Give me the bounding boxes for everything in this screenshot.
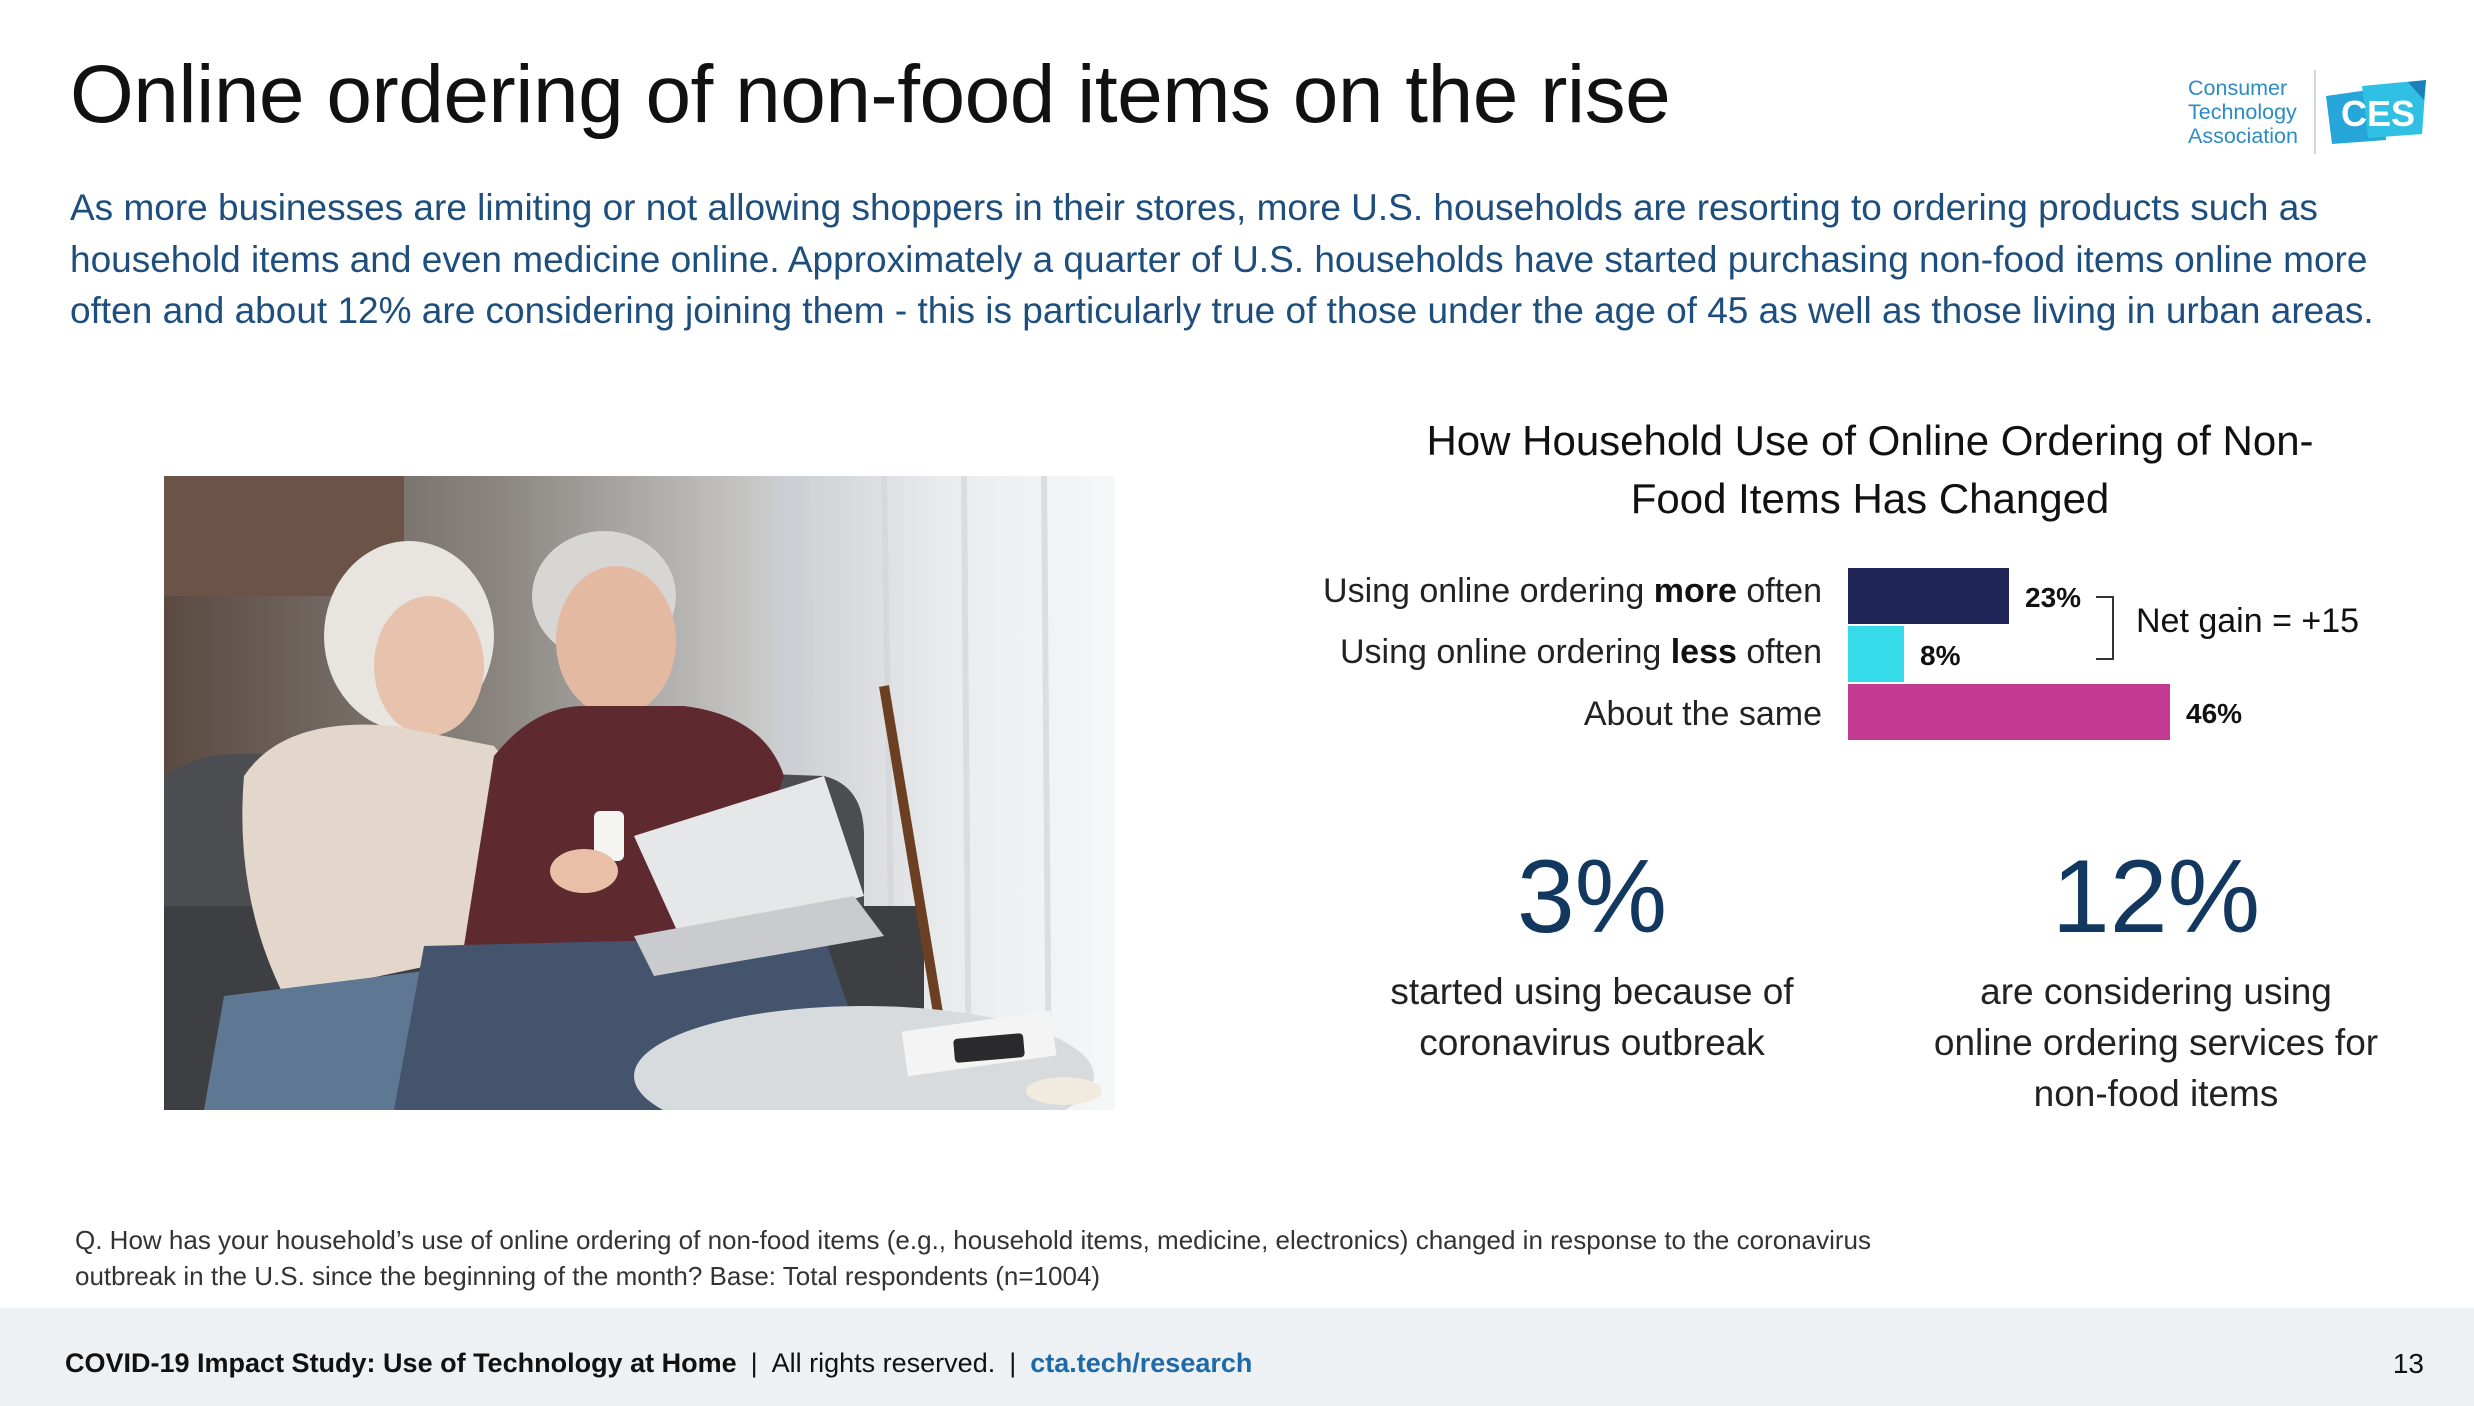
net-gain-annotation: Net gain = +15 (2136, 602, 2360, 640)
label-less-pre: Using online ordering (1339, 633, 1671, 671)
bar-value-less-often: 8% (1920, 640, 1961, 671)
stat-considering-line-1: are considering using (1980, 971, 2332, 1012)
page-number: 13 (2392, 1348, 2424, 1379)
net-gain-bracket (2096, 596, 2114, 660)
footer-text: COVID-19 Impact Study: Use of Technology… (65, 1348, 1252, 1379)
footer-study-title: COVID-19 Impact Study: Use of Technology… (65, 1348, 737, 1378)
bar-about-same (1848, 684, 2170, 740)
logo-line-3: Association (2188, 124, 2298, 148)
bar-value-about-same: 46% (2186, 698, 2243, 729)
logo-line-2: Technology (2188, 100, 2297, 124)
stat-started-desc: started using because of coronavirus out… (1312, 966, 1872, 1068)
survey-footnote: Q. How has your household’s use of onlin… (75, 1225, 1871, 1291)
stat-considering-desc: are considering using online ordering se… (1876, 966, 2436, 1119)
footer-separator: | (1009, 1348, 1017, 1378)
stat-started-line-2: coronavirus outbreak (1419, 1022, 1765, 1063)
footer-separator: | (750, 1348, 758, 1378)
logo-mark-text: CES (2341, 93, 2415, 134)
label-more-bold: more (1653, 572, 1737, 610)
label-less-post: often (1736, 633, 1822, 671)
category-label-more: Using online ordering more often (1323, 572, 1822, 611)
footer-rights: All rights reserved. (771, 1348, 996, 1378)
stat-considering-value: 12% (2051, 839, 2261, 955)
cta-ces-logo: Consumer Technology Association CES (2180, 62, 2440, 162)
footer-research-link[interactable]: cta.tech/research (1030, 1348, 1253, 1378)
category-label-same: About the same (1583, 695, 1822, 733)
label-more-pre: Using online ordering (1323, 572, 1654, 610)
bar-more-often (1848, 568, 2009, 624)
stat-started-value: 3% (1516, 839, 1668, 955)
ces-logo-icon: CES (2326, 80, 2426, 144)
label-more-post: often (1736, 572, 1822, 610)
logo-text: Consumer Technology Association (2188, 76, 2298, 148)
stat-considering-line-2: online ordering services for (1933, 1022, 2379, 1063)
bar-less-often (1848, 626, 1904, 682)
chart-title: How Household Use of Online Ordering of … (1426, 417, 2314, 522)
photo-couple-laptop (164, 476, 1115, 1110)
stat-started-line-1: started using because of (1390, 971, 1794, 1012)
page-title: Online ordering of non-food items on the… (70, 49, 1671, 140)
label-less-bold: less (1670, 633, 1737, 671)
intro-paragraph: As more businesses are limiting or not a… (70, 187, 2374, 331)
bar-value-more-often: 23% (2025, 582, 2082, 613)
stat-considering-line-3: non-food items (2033, 1073, 2279, 1114)
footer-bar: COVID-19 Impact Study: Use of Technology… (0, 1308, 2474, 1406)
logo-divider (2314, 70, 2316, 154)
category-label-less: Using online ordering less often (1340, 633, 1822, 672)
logo-line-1: Consumer (2188, 76, 2288, 100)
